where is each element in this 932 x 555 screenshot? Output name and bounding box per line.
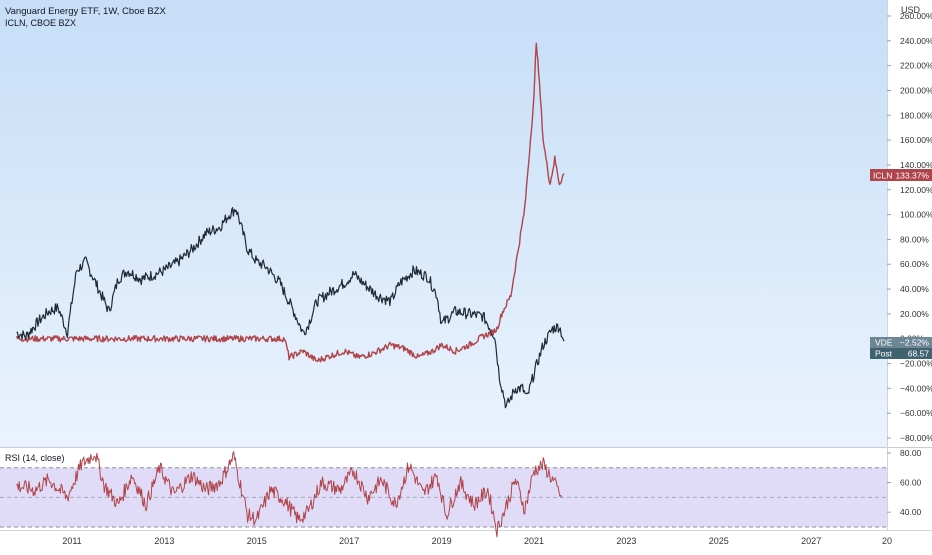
price-tick-label: 100.00%: [900, 210, 932, 220]
price-tick-label: −20.00%: [900, 359, 932, 369]
time-tick-label: 2021: [524, 536, 544, 546]
time-tick-label: 2023: [616, 536, 636, 546]
time-tick-label: 20: [882, 536, 892, 546]
time-tick-label: 2025: [709, 536, 729, 546]
time-tick-label: 2011: [62, 536, 81, 546]
price-tick-label: 80.00%: [900, 234, 929, 244]
price-tick-label: 140.00%: [900, 160, 932, 170]
price-tick-label: 260.00%: [900, 11, 932, 21]
price-tick-label: 60.00%: [900, 259, 929, 269]
price-tick-label: 220.00%: [900, 61, 932, 71]
price-tick-label: 40.00%: [900, 284, 929, 294]
currency-label: USD: [901, 5, 921, 15]
rsi-axis-ticks: 80.00 60.00 40.00: [887, 448, 922, 517]
time-axis-ticks: 2011 2013 2015 2017 2019 2021 2023 2025 2027 20: [62, 536, 892, 546]
price-tick-label: 160.00%: [900, 135, 932, 145]
icln-badge-value: 133.37%: [895, 171, 929, 181]
icln-badge: ICLN 133.37%: [870, 169, 932, 181]
price-pane-background: [0, 0, 887, 447]
rsi-tick-label: 60.00: [900, 478, 922, 488]
rsi-title: RSI (14, close): [5, 453, 65, 463]
post-badge-name: Post: [875, 349, 893, 359]
price-tick-label: −40.00%: [900, 383, 932, 393]
icln-badge-name: ICLN: [873, 171, 892, 181]
chart-title: Vanguard Energy ETF, 1W, Cboe BZX: [5, 6, 167, 17]
time-tick-label: 2017: [339, 536, 359, 546]
time-tick-label: 2015: [247, 536, 267, 546]
price-tick-label: −80.00%: [900, 433, 932, 443]
rsi-tick-label: 80.00: [900, 448, 922, 458]
rsi-series-line: [16, 451, 563, 538]
price-tick-label: 240.00%: [900, 36, 932, 46]
time-tick-label: 2019: [432, 536, 452, 546]
price-tick-label: 120.00%: [900, 185, 932, 195]
post-badge: Post 68.57: [870, 348, 932, 359]
rsi-tick-label: 40.00: [900, 507, 922, 517]
vde-badge: VDE −2.52%: [870, 337, 932, 348]
vde-series-line: [16, 207, 565, 409]
price-axis-ticks: 260.00% 240.00% 220.00% 200.00% 180.00% 160.0…: [887, 11, 932, 443]
post-badge-value: 68.57: [908, 349, 930, 359]
time-tick-label: 2027: [801, 536, 821, 546]
price-tick-label: 180.00%: [900, 110, 932, 120]
compare-symbol: ICLN, CBOE BZX: [5, 18, 76, 28]
time-tick-label: 2013: [154, 536, 174, 546]
price-tick-label: 20.00%: [900, 309, 929, 319]
price-tick-label: −60.00%: [900, 408, 932, 418]
price-tick-label: 200.00%: [900, 85, 932, 95]
icln-series-line: [15, 42, 565, 363]
vde-badge-value: −2.52%: [900, 338, 930, 348]
vde-badge-name: VDE: [875, 338, 893, 348]
